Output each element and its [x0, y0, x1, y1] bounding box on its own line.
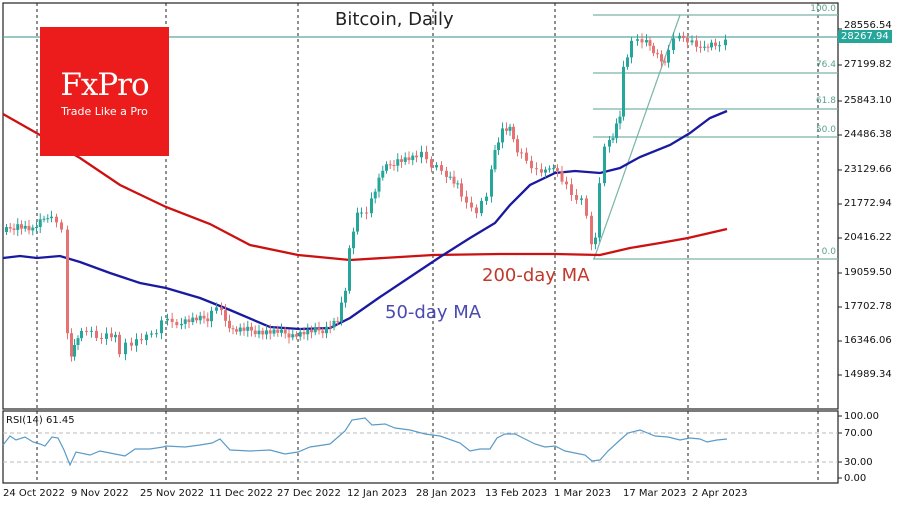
rsi-levels: [3, 432, 838, 463]
axis-ticks: [838, 28, 842, 479]
rsi-tick-label: 30.00: [844, 457, 873, 468]
date-tick-label: 2 Apr 2023: [692, 488, 748, 499]
date-tick-label: 28 Jan 2023: [416, 488, 476, 499]
ma200-line: [2, 112, 728, 262]
date-tick-label: 11 Dec 2022: [209, 488, 273, 499]
price-tick-label: 20416.22: [844, 232, 892, 243]
price-tick-label: 28556.54: [844, 20, 892, 31]
price-tick-label: 19059.50: [844, 267, 892, 278]
price-tick-label: 27199.82: [844, 59, 892, 70]
date-tick-label: 12 Jan 2023: [347, 488, 407, 499]
logo-tagline: Trade Like a Pro: [61, 105, 148, 118]
price-tick-label: 25843.10: [844, 95, 892, 106]
rsi-pane-frame: [2, 410, 839, 484]
fib-level-label: 61.8: [815, 96, 836, 106]
price-tick-label: 23129.66: [844, 164, 892, 175]
date-tick-label: 1 Mar 2023: [554, 488, 612, 499]
price-tick-label: 21772.94: [844, 198, 892, 209]
current-price-tag: 28267.94: [838, 30, 892, 43]
price-tick-label: 14989.34: [844, 369, 892, 380]
chart-title: Bitcoin, Daily: [335, 9, 454, 30]
rsi-label: RSI(14) 61.45: [6, 415, 75, 426]
price-tick-label: 16346.06: [844, 335, 892, 346]
rsi-tick-label: 100.00: [844, 411, 879, 422]
date-tick-label: 17 Mar 2023: [623, 488, 687, 499]
logo-name: FxPro: [60, 67, 149, 103]
date-tick-label: 24 Oct 2022: [3, 488, 65, 499]
fib-level-label: 0.0: [821, 247, 836, 257]
ma200-annotation: 200-day MA: [482, 265, 590, 286]
main-pane-frame: [2, 2, 839, 410]
fib-level-label: 50.0: [815, 125, 836, 135]
vertical-gridlines: [36, 3, 819, 483]
ma50-annotation: 50-day MA: [385, 302, 482, 323]
price-tick-label: 17702.78: [844, 301, 892, 312]
ma50-line: [2, 109, 728, 331]
fib-level-label: 100.0: [810, 4, 836, 14]
fibonacci-levels: [593, 14, 838, 260]
rsi-tick-label: 70.00: [844, 428, 873, 439]
fib-level-label: 76.4: [815, 60, 836, 70]
price-tick-label: 24486.38: [844, 129, 892, 140]
rsi-tick-label: 0.00: [844, 473, 867, 484]
rsi-line: [2, 417, 728, 467]
date-tick-label: 13 Feb 2023: [485, 488, 548, 499]
date-tick-label: 27 Dec 2022: [277, 488, 341, 499]
date-tick-label: 9 Nov 2022: [71, 488, 129, 499]
price-candles: [5, 31, 727, 362]
date-tick-label: 25 Nov 2022: [140, 488, 205, 499]
fxpro-logo: FxPro Trade Like a Pro: [40, 27, 169, 156]
